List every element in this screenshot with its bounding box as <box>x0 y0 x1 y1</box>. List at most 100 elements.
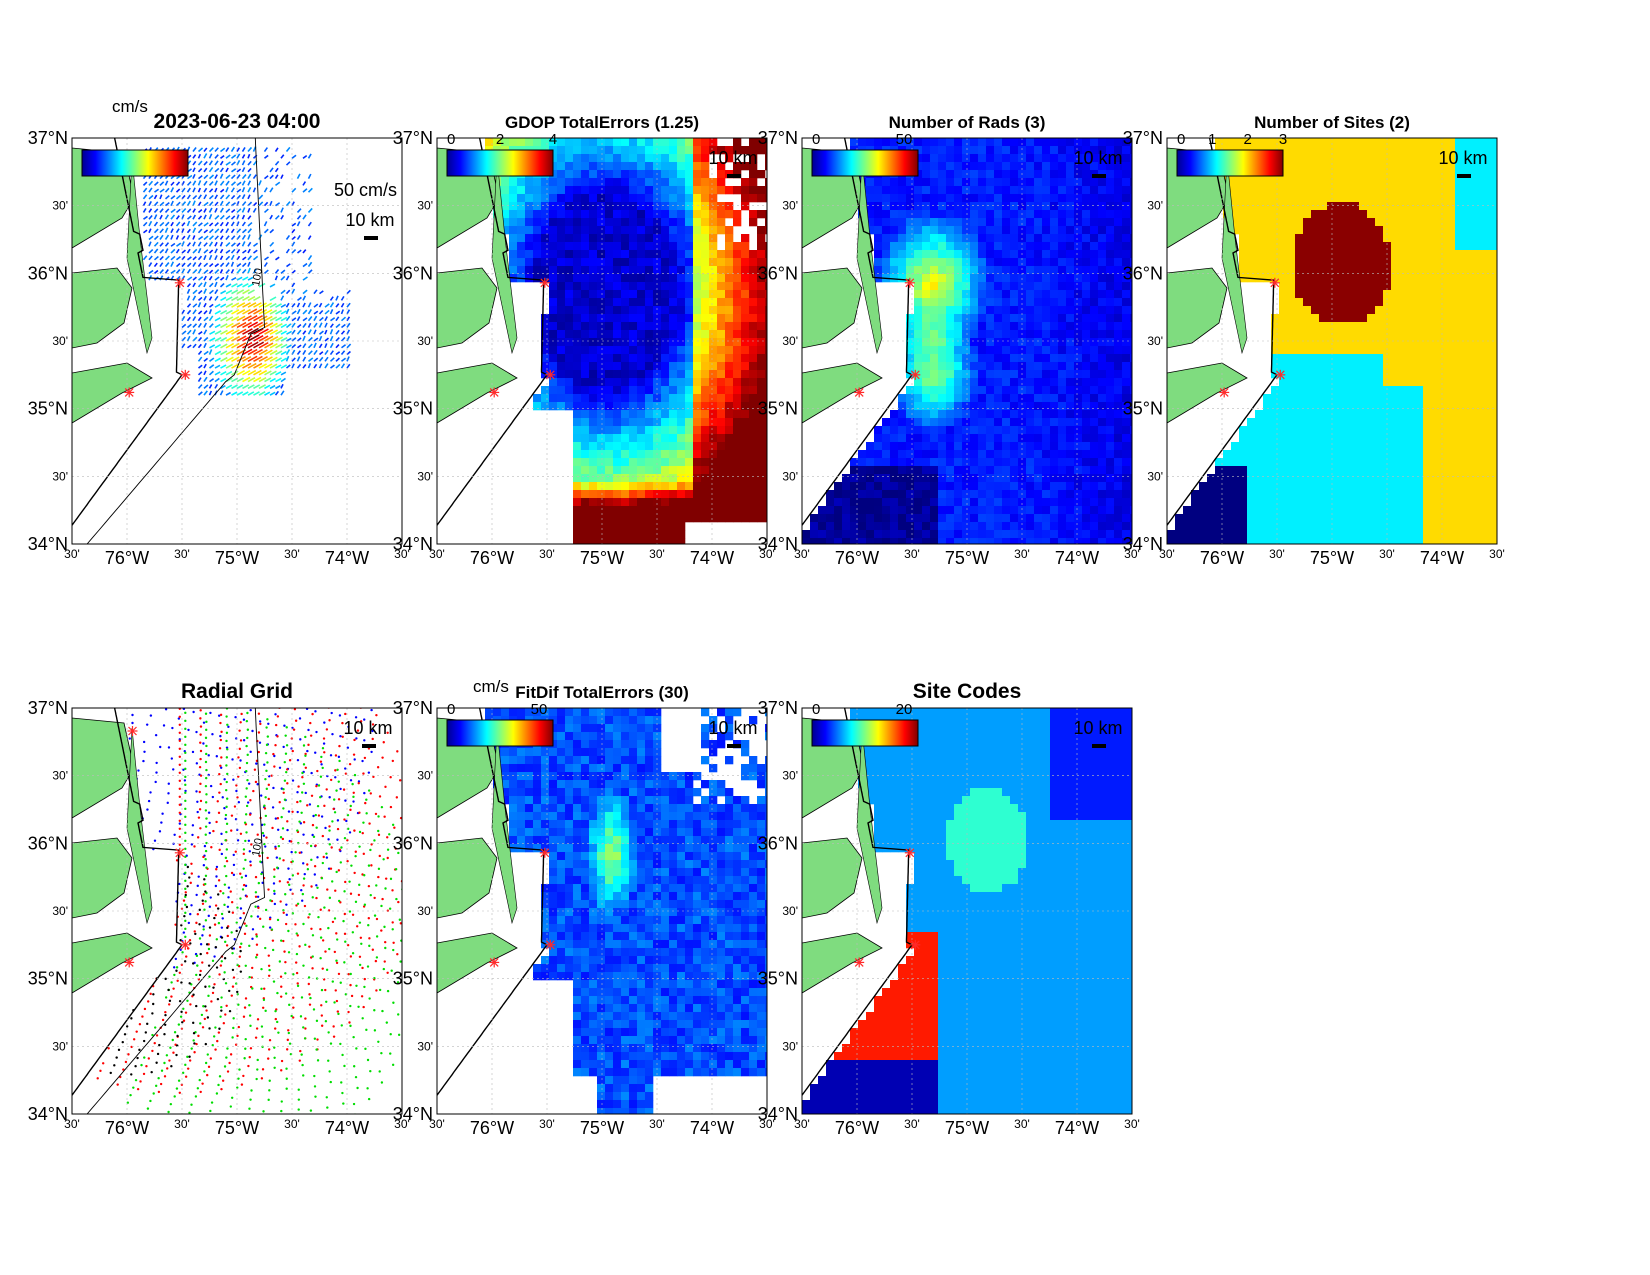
colorbar-tick: 0 <box>812 131 820 148</box>
contour-label: 100 <box>250 267 265 287</box>
graticule <box>802 138 1132 544</box>
lat-tick-label: 35°N <box>28 969 68 989</box>
map-area <box>437 138 767 544</box>
lon-tick-label: 76°W <box>1200 548 1244 568</box>
axes-frame <box>71 707 403 1115</box>
lat-tick-label: 35°N <box>1123 399 1163 419</box>
colorbar-tick: 0 <box>1177 131 1185 148</box>
colorbar-tick: 4 <box>549 131 557 148</box>
lon-tick-label: 30' <box>429 1117 445 1131</box>
lat-tick-label: 34°N <box>28 1104 68 1124</box>
lat-tick-label: 30' <box>417 904 433 918</box>
current-vectors <box>142 146 352 396</box>
axes-frame <box>436 707 768 1115</box>
axes-frame <box>801 137 1133 545</box>
radar-site-marker <box>904 277 915 288</box>
radar-site-marker <box>854 387 865 398</box>
lon-tick-label: 30' <box>649 547 665 561</box>
radar-site-marker <box>539 277 550 288</box>
lon-tick-label: 74°W <box>325 548 369 568</box>
graticule <box>802 708 1132 1114</box>
lon-tick-label: 30' <box>649 1117 665 1131</box>
panel-title: Radial Grid <box>181 680 293 703</box>
contour-label: 100 <box>250 837 265 857</box>
radar-site-marker <box>1275 369 1286 380</box>
lon-tick-label: 76°W <box>835 548 879 568</box>
lon-tick-label: 75°W <box>215 548 259 568</box>
lat-tick-label: 34°N <box>393 1104 433 1124</box>
scale-bar-label: 10 km <box>343 718 392 738</box>
radar-site-marker <box>1219 387 1230 398</box>
axes-frame <box>71 137 403 545</box>
lon-tick-label: 30' <box>1124 1117 1140 1131</box>
lon-tick-label: 30' <box>759 547 775 561</box>
lon-tick-label: 30' <box>394 1117 410 1131</box>
panel-title: FitDif TotalErrors (30) <box>515 683 688 702</box>
radar-site-marker <box>489 957 500 968</box>
lat-tick-label: 37°N <box>28 128 68 148</box>
panel-gdop: 37°N30'36°N30'35°N30'34°N30' 76°W 30' 75°W 3… <box>393 113 775 568</box>
radar-site-marker <box>904 847 915 858</box>
radar-site-marker <box>124 957 135 968</box>
lon-tick-label: 30' <box>904 547 920 561</box>
lat-tick-label: 34°N <box>28 534 68 554</box>
lat-tick-label: 37°N <box>393 698 433 718</box>
scale-bar-label: 10 km <box>1073 148 1122 168</box>
panel-nsites: 37°N30'36°N30'35°N30'34°N30' 76°W 30' 75°W 3… <box>1123 113 1505 568</box>
axes-frame <box>1166 137 1498 545</box>
graticule <box>437 708 767 1114</box>
map-area <box>437 708 767 1114</box>
scale-bar-label: 10 km <box>708 148 757 168</box>
coastline <box>1167 138 1279 527</box>
panel-title: GDOP TotalErrors (1.25) <box>505 113 699 132</box>
lat-tick-label: 36°N <box>393 263 433 283</box>
land <box>72 717 153 994</box>
lon-tick-label: 30' <box>174 547 190 561</box>
panel-title: Number of Sites (2) <box>1254 113 1410 132</box>
scale-bar-label: 10 km <box>708 718 757 738</box>
lat-tick-label: 30' <box>52 1039 68 1053</box>
land <box>72 147 153 424</box>
lat-tick-label: 30' <box>1147 469 1163 483</box>
map-area <box>1167 138 1497 544</box>
data-field <box>1167 138 1497 544</box>
lon-tick-label: 76°W <box>105 548 149 568</box>
lat-tick-label: 30' <box>52 904 68 918</box>
lat-tick-label: 34°N <box>1123 534 1163 554</box>
lat-tick-label: 30' <box>1147 334 1163 348</box>
lat-tick-label: 30' <box>52 769 68 783</box>
panel-nrads: 37°N30'36°N30'35°N30'34°N30' 76°W 30' 75°W 3… <box>758 113 1140 568</box>
lon-tick-label: 30' <box>1379 547 1395 561</box>
lat-tick-label: 30' <box>782 334 798 348</box>
colorbar-tick: 50 <box>531 701 548 718</box>
colorbar-tick: 0 <box>447 701 455 718</box>
radar-site-marker <box>124 387 135 398</box>
colorbar: cm/s <box>81 97 189 177</box>
lat-tick-label: 30' <box>782 904 798 918</box>
lon-tick-label: 76°W <box>105 1118 149 1138</box>
lon-tick-label: 74°W <box>325 1118 369 1138</box>
colorbar-unit: cm/s <box>112 97 148 116</box>
lat-tick-label: 37°N <box>758 128 798 148</box>
lon-tick-label: 30' <box>1489 547 1505 561</box>
coastline <box>72 708 184 1097</box>
map-area: 100 <box>72 708 402 1114</box>
lon-tick-label: 74°W <box>1420 548 1464 568</box>
lat-tick-label: 37°N <box>758 698 798 718</box>
coastline <box>72 138 184 527</box>
lon-tick-label: 30' <box>394 547 410 561</box>
lat-tick-label: 37°N <box>393 128 433 148</box>
radar-site-marker <box>174 277 185 288</box>
lon-tick-label: 75°W <box>215 1118 259 1138</box>
radial-grid-dots <box>96 708 402 1114</box>
data-field <box>485 708 767 1114</box>
lon-tick-label: 74°W <box>690 548 734 568</box>
radar-site-marker <box>545 939 556 950</box>
lat-tick-label: 30' <box>782 1039 798 1053</box>
lat-tick-label: 35°N <box>758 399 798 419</box>
lon-tick-label: 30' <box>539 1117 555 1131</box>
lon-tick-label: 30' <box>64 547 80 561</box>
lon-tick-label: 76°W <box>470 1118 514 1138</box>
lon-tick-label: 30' <box>284 547 300 561</box>
